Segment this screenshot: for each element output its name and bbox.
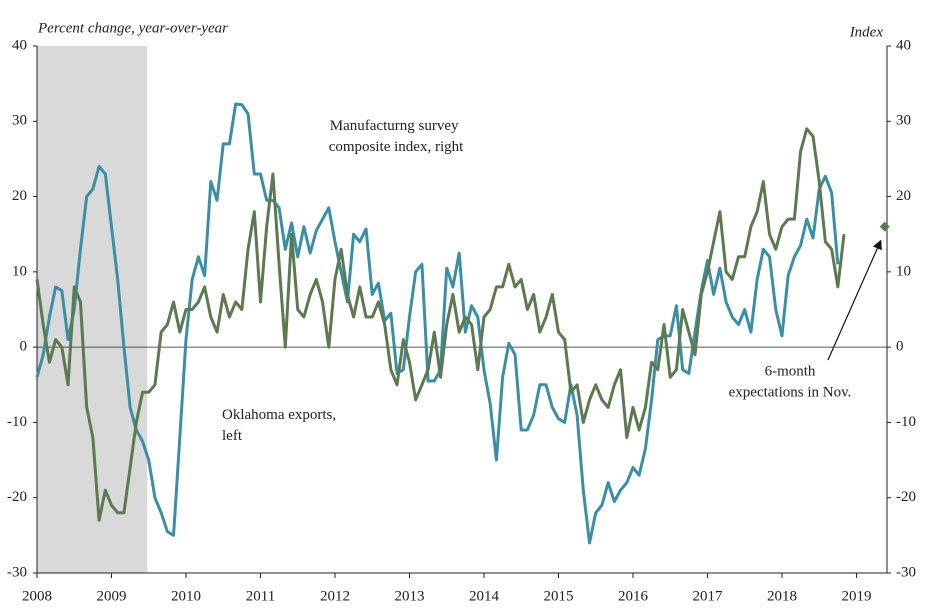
series-line bbox=[35, 127, 846, 522]
y2-tick-label: 40 bbox=[896, 37, 911, 53]
x-tick-label: 2013 bbox=[394, 588, 424, 604]
y-tick-label: 0 bbox=[20, 339, 28, 355]
series-label: Oklahoma exports, left bbox=[222, 407, 340, 444]
series-label: Manufacturng survey composite index, rig… bbox=[329, 118, 464, 155]
y-axis-label: Percent change, year-over-year bbox=[37, 20, 228, 36]
y2-tick-label: 20 bbox=[896, 188, 911, 204]
shade-layer bbox=[37, 46, 148, 573]
series-label-line: composite index, right bbox=[329, 139, 464, 155]
y-tick-label: 30 bbox=[12, 113, 27, 129]
x-tick-label: 2017 bbox=[692, 588, 723, 604]
y-tick-label: 10 bbox=[12, 263, 27, 279]
x-tick-label: 2011 bbox=[246, 588, 275, 604]
x-tick-label: 2014 bbox=[469, 588, 500, 604]
annotation-text: expectations in Nov. bbox=[729, 384, 852, 400]
annotation-arrow bbox=[827, 239, 882, 361]
x-tick-label: 2008 bbox=[22, 588, 52, 604]
series-line bbox=[35, 102, 840, 545]
annotation-point bbox=[879, 221, 890, 232]
y-tick-label: 40 bbox=[12, 37, 27, 53]
x-tick-label: 2015 bbox=[543, 588, 573, 604]
recession-shade bbox=[37, 46, 148, 573]
series-label-line: left bbox=[222, 428, 243, 444]
y-tick-label: 20 bbox=[12, 188, 27, 204]
x-tick-label: 2016 bbox=[618, 588, 649, 604]
x-tick-label: 2012 bbox=[320, 588, 350, 604]
y-tick-label: -10 bbox=[7, 414, 27, 430]
y2-tick-label: 0 bbox=[896, 339, 904, 355]
series-label-line: Oklahoma exports, bbox=[222, 407, 340, 423]
y2-tick-label: -30 bbox=[896, 564, 916, 580]
y2-axis-label: Index bbox=[849, 24, 884, 40]
x-tick-label: 2009 bbox=[96, 588, 126, 604]
x-tick-label: 2019 bbox=[841, 588, 871, 604]
x-tick-label: 2018 bbox=[767, 588, 797, 604]
y-tick-label: -30 bbox=[7, 564, 27, 580]
y2-tick-label: -10 bbox=[896, 414, 916, 430]
y2-tick-label: 30 bbox=[896, 113, 911, 129]
y2-tick-label: -20 bbox=[896, 489, 916, 505]
annotation-text: 6-month bbox=[765, 363, 816, 379]
y-tick-label: -20 bbox=[7, 489, 27, 505]
x-tick-label: 2010 bbox=[171, 588, 201, 604]
y2-tick-label: 10 bbox=[896, 263, 911, 279]
series-label-line: Manufacturng survey bbox=[330, 118, 462, 134]
